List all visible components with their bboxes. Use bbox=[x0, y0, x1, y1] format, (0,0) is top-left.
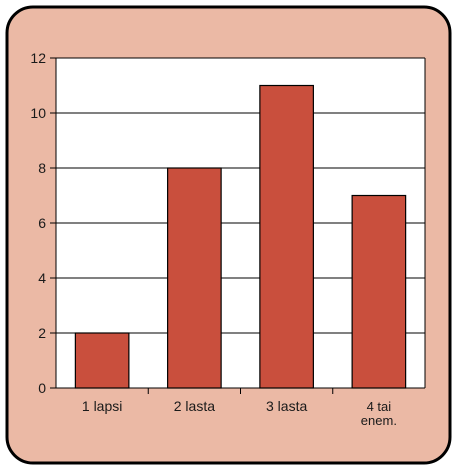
x-tick-label: 4 tai bbox=[367, 399, 392, 414]
x-tick-label: enem. bbox=[361, 413, 397, 428]
y-tick-label: 12 bbox=[30, 50, 46, 66]
y-tick-label: 8 bbox=[38, 160, 46, 176]
y-tick-label: 4 bbox=[38, 270, 46, 286]
x-tick-label: 3 lasta bbox=[266, 398, 307, 414]
bar bbox=[75, 333, 129, 388]
bar bbox=[260, 86, 314, 389]
y-tick-label: 10 bbox=[30, 105, 46, 121]
y-tick-label: 2 bbox=[38, 325, 46, 341]
bar bbox=[168, 168, 222, 388]
bar bbox=[352, 196, 406, 389]
y-tick-label: 0 bbox=[38, 380, 46, 396]
x-tick-label: 1 lapsi bbox=[82, 398, 122, 414]
x-tick-label: 2 lasta bbox=[174, 398, 215, 414]
y-tick-label: 6 bbox=[38, 215, 46, 231]
